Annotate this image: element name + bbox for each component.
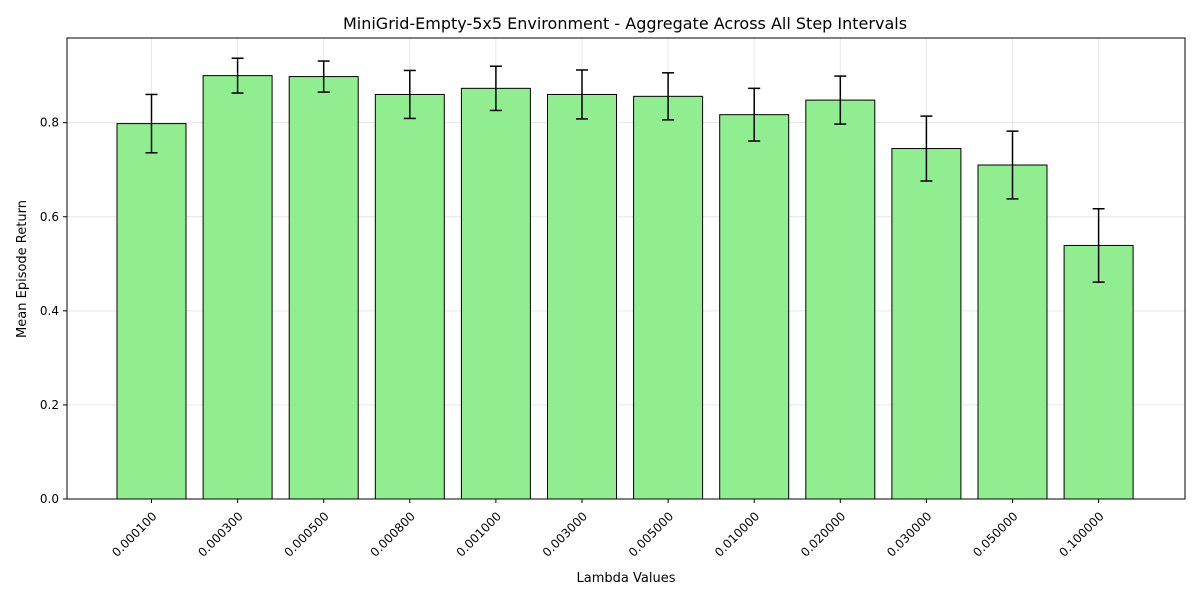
x-tick-label: 0.003000 xyxy=(540,509,590,559)
bar xyxy=(460,87,531,500)
bar xyxy=(891,148,962,500)
bar xyxy=(719,114,790,500)
error-bars-layer xyxy=(145,57,1105,283)
y-tick-label: 0.8 xyxy=(40,116,59,130)
x-tick-label: 0.020000 xyxy=(798,509,848,559)
y-tick-label: 0.2 xyxy=(40,398,59,412)
x-tick-label: 0.000100 xyxy=(109,509,159,559)
bar xyxy=(202,75,273,500)
bar xyxy=(977,164,1048,500)
bars-layer xyxy=(116,75,1134,500)
y-axis-label: Mean Episode Return xyxy=(15,200,30,338)
x-tick-label: 0.001000 xyxy=(454,509,504,559)
chart-title: MiniGrid-Empty-5x5 Environment - Aggrega… xyxy=(343,14,907,33)
bar xyxy=(547,93,617,500)
bar xyxy=(633,95,704,500)
y-axis: 0.0 0.2 0.4 0.6 0.8 xyxy=(40,116,67,506)
bar xyxy=(116,123,187,500)
x-tick-label: 0.030000 xyxy=(884,509,934,559)
bar xyxy=(1063,244,1134,500)
x-axis: 0.000100 0.000300 0.000500 0.000800 0.001000… xyxy=(109,499,1107,560)
y-tick-label: 0.4 xyxy=(40,304,59,318)
x-tick-label: 0.000500 xyxy=(281,509,331,559)
bar xyxy=(374,93,445,500)
x-tick-label: 0.005000 xyxy=(626,509,676,559)
x-tick-label: 0.000800 xyxy=(368,509,418,559)
x-axis-label: Lambda Values xyxy=(577,571,676,586)
x-tick-label: 0.050000 xyxy=(970,509,1020,559)
x-tick-label: 0.100000 xyxy=(1056,509,1106,559)
y-tick-label: 0.0 xyxy=(40,492,59,506)
x-tick-label: 0.000300 xyxy=(195,509,245,559)
bar xyxy=(805,99,876,500)
plot-frame xyxy=(66,37,1186,500)
y-tick-label: 0.6 xyxy=(40,210,59,224)
bar xyxy=(288,76,359,500)
x-tick-label: 0.010000 xyxy=(712,509,762,559)
